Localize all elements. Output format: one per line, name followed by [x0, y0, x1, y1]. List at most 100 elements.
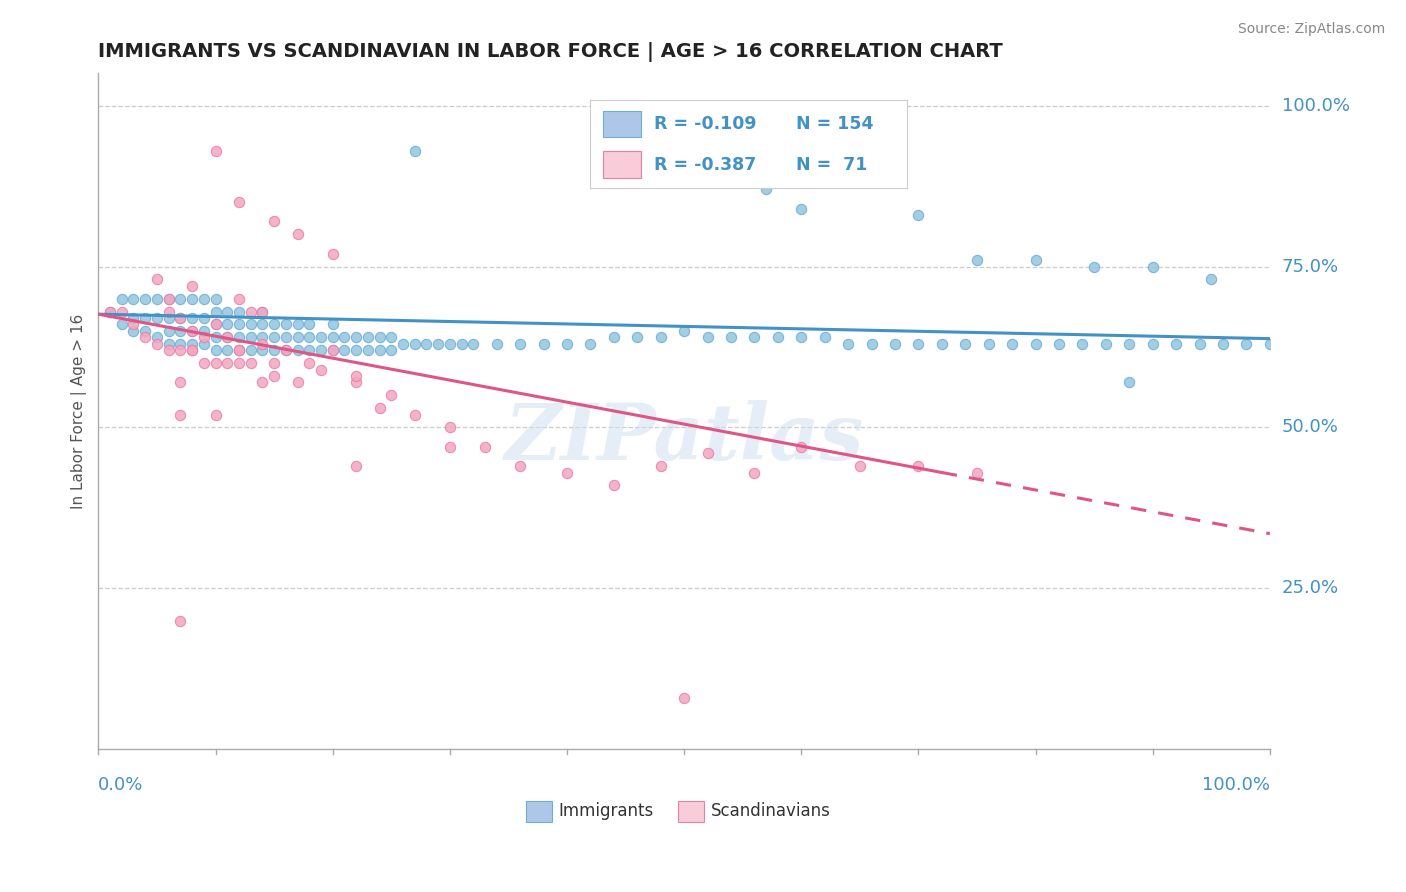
- Point: [239, 356, 262, 370]
- Point: [380, 343, 402, 358]
- Point: [169, 376, 191, 390]
- Point: [204, 356, 226, 370]
- Point: [744, 330, 766, 344]
- Point: [204, 318, 226, 332]
- Bar: [678, 801, 704, 822]
- Point: [287, 227, 309, 242]
- Point: [1001, 336, 1024, 351]
- Point: [134, 311, 156, 326]
- Point: [790, 202, 813, 216]
- Point: [98, 304, 121, 318]
- Point: [1188, 336, 1211, 351]
- Point: [287, 318, 309, 332]
- Point: [217, 330, 239, 344]
- Point: [157, 292, 180, 306]
- Point: [217, 304, 239, 318]
- Point: [1142, 336, 1164, 351]
- Point: [181, 311, 204, 326]
- Point: [122, 324, 145, 338]
- Point: [849, 459, 872, 474]
- Point: [309, 343, 332, 358]
- Point: [228, 292, 250, 306]
- Point: [309, 330, 332, 344]
- Point: [228, 343, 250, 358]
- Point: [322, 330, 344, 344]
- Point: [368, 330, 391, 344]
- Point: [217, 318, 239, 332]
- Point: [181, 324, 204, 338]
- Point: [907, 336, 929, 351]
- Point: [252, 318, 274, 332]
- Point: [263, 368, 285, 383]
- Point: [217, 343, 239, 358]
- Point: [415, 336, 437, 351]
- Point: [309, 362, 332, 376]
- Point: [181, 343, 204, 358]
- Point: [134, 330, 156, 344]
- Point: [193, 330, 215, 344]
- Point: [252, 336, 274, 351]
- Point: [298, 356, 321, 370]
- Point: [169, 311, 191, 326]
- Point: [333, 330, 356, 344]
- Point: [228, 304, 250, 318]
- Point: [380, 388, 402, 402]
- Point: [193, 324, 215, 338]
- Point: [252, 330, 274, 344]
- Point: [263, 356, 285, 370]
- Point: [485, 336, 508, 351]
- Point: [837, 336, 859, 351]
- Point: [217, 330, 239, 344]
- Point: [146, 336, 169, 351]
- Point: [1071, 336, 1094, 351]
- Point: [111, 304, 134, 318]
- Point: [193, 311, 215, 326]
- Point: [111, 292, 134, 306]
- Point: [263, 330, 285, 344]
- Point: [287, 330, 309, 344]
- Point: [766, 330, 789, 344]
- Text: ZIPatlas: ZIPatlas: [505, 401, 863, 476]
- Point: [673, 690, 696, 705]
- Point: [287, 376, 309, 390]
- Point: [966, 466, 988, 480]
- Point: [298, 343, 321, 358]
- Point: [228, 330, 250, 344]
- Point: [252, 376, 274, 390]
- Point: [322, 343, 344, 358]
- Point: [977, 336, 1000, 351]
- Point: [533, 336, 555, 351]
- Point: [650, 330, 672, 344]
- Point: [696, 330, 718, 344]
- Text: 0.0%: 0.0%: [98, 776, 143, 795]
- Point: [298, 330, 321, 344]
- Point: [274, 343, 297, 358]
- Point: [122, 311, 145, 326]
- Point: [157, 311, 180, 326]
- Point: [1118, 376, 1140, 390]
- Point: [146, 272, 169, 286]
- Point: [193, 336, 215, 351]
- Point: [357, 343, 380, 358]
- Point: [392, 336, 415, 351]
- Point: [157, 343, 180, 358]
- Point: [696, 446, 718, 460]
- Point: [204, 144, 226, 158]
- Point: [228, 356, 250, 370]
- Point: [650, 459, 672, 474]
- Point: [157, 324, 180, 338]
- Point: [193, 292, 215, 306]
- Point: [322, 343, 344, 358]
- Point: [1083, 260, 1105, 274]
- Point: [169, 311, 191, 326]
- Point: [555, 336, 578, 351]
- Text: IMMIGRANTS VS SCANDINAVIAN IN LABOR FORCE | AGE > 16 CORRELATION CHART: IMMIGRANTS VS SCANDINAVIAN IN LABOR FORC…: [98, 42, 1002, 62]
- Point: [907, 459, 929, 474]
- Point: [228, 343, 250, 358]
- Point: [322, 246, 344, 260]
- Point: [1025, 253, 1047, 268]
- Point: [274, 318, 297, 332]
- Point: [439, 440, 461, 454]
- Point: [239, 330, 262, 344]
- Text: 100.0%: 100.0%: [1282, 96, 1350, 114]
